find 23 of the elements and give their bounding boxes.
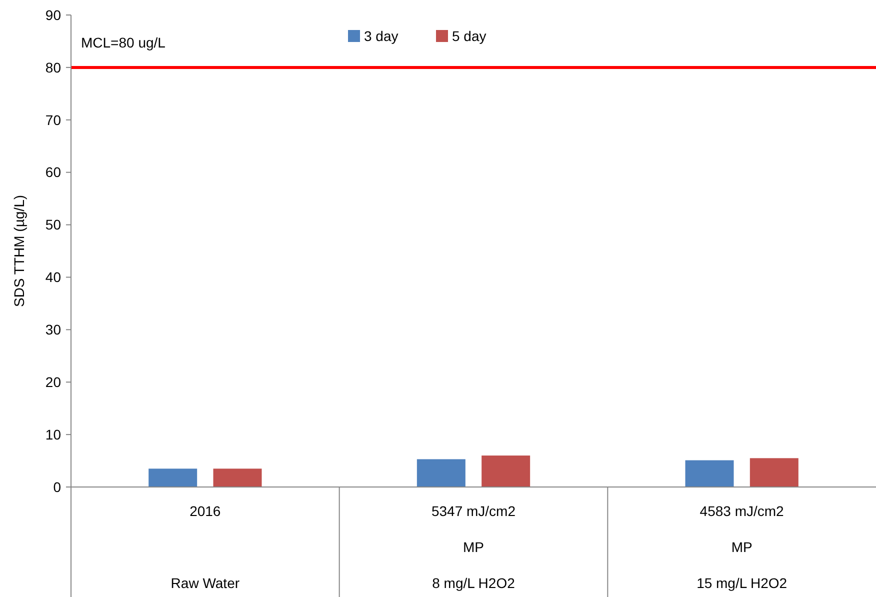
y-tick-label: 20: [45, 374, 62, 390]
legend-label: 3 day: [364, 28, 398, 44]
y-tick-label: 0: [53, 478, 62, 495]
legend-label: 5 day: [452, 28, 486, 44]
category-label: 2016 Raw Water: [170, 503, 240, 591]
bar: [750, 458, 798, 487]
y-tick-label: 30: [45, 322, 62, 338]
y-tick-label: 50: [45, 216, 62, 233]
y-axis-title: SDS TTHM (µg/L): [11, 194, 27, 308]
y-tick-label: 70: [45, 112, 62, 128]
y-tick-label: 90: [45, 6, 62, 23]
bar: [148, 468, 198, 487]
y-tick-label: 40: [45, 269, 62, 286]
y-tick-label: 10: [45, 426, 62, 442]
category-label: 5347 mJ/cm2 MP 8 mg/L H2O2: [431, 503, 516, 591]
bar: [213, 468, 262, 487]
y-tick-label: 60: [45, 164, 62, 180]
ref-line-label: MCL=80 ug/L: [81, 34, 166, 50]
category-label: 4583 mJ/cm2 MP 15 mg/L H2O2: [696, 503, 788, 591]
bar: [416, 459, 466, 487]
y-tick-label: 80: [45, 59, 62, 76]
bar: [482, 456, 530, 487]
bar: [685, 460, 734, 487]
